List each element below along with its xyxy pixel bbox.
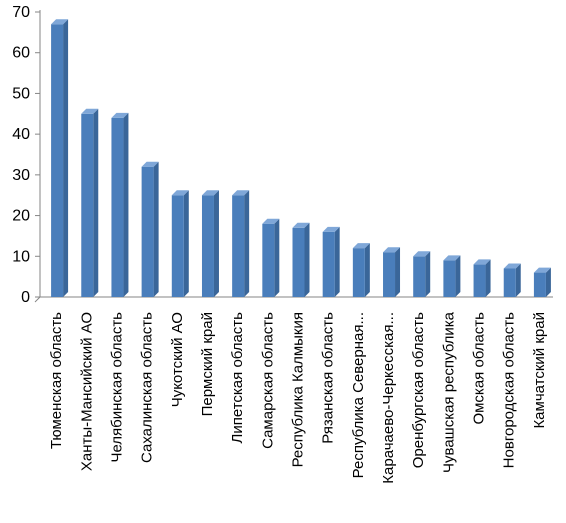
bar (141, 161, 159, 297)
bar (171, 190, 189, 297)
x-category-label: Оренбургская область (410, 312, 427, 468)
bar-side (425, 251, 431, 297)
bar-front (322, 231, 335, 297)
bar-top (111, 112, 129, 118)
x-category-label: Липетская область (229, 312, 246, 444)
bar (413, 251, 431, 297)
bar-top (171, 190, 189, 196)
x-category-label: Республика Калмыкия (290, 312, 307, 467)
bar-top (533, 267, 551, 273)
bar-front (201, 195, 214, 297)
bar (51, 19, 69, 297)
y-tick-label: 0 (21, 289, 30, 306)
bar-side (334, 226, 340, 297)
bar-front (292, 227, 305, 297)
bar-top (262, 218, 280, 224)
bar-top (383, 247, 401, 253)
bar-top (413, 251, 431, 257)
x-category-label: Ханты-Мансийский АО (78, 312, 95, 471)
bar-top (232, 190, 250, 196)
bar-side (63, 19, 69, 297)
bar-top (201, 190, 219, 196)
bar-side (395, 247, 401, 297)
bar-side (153, 161, 159, 297)
bar-side (545, 267, 551, 297)
x-category-label: Чувашская республика (440, 311, 457, 473)
y-tick-label: 70 (12, 4, 30, 21)
y-tick-label: 60 (12, 45, 30, 62)
bar-top (503, 263, 521, 269)
bar-front (141, 166, 154, 297)
x-category-label: Челябинская область (108, 312, 125, 463)
x-category-label: Новгородская область (501, 312, 518, 468)
bar (443, 255, 461, 297)
bar (201, 190, 219, 297)
bar-front (533, 272, 546, 297)
x-category-label: Республика Северная... (350, 312, 367, 478)
bar (473, 259, 491, 297)
bar-side (123, 112, 129, 297)
bar (262, 218, 280, 297)
x-category-label: Тюменская область (48, 312, 65, 449)
bar-side (515, 263, 521, 297)
bar-side (183, 190, 189, 297)
bar-side (364, 243, 370, 297)
x-category-label: Чукотский АО (169, 312, 186, 407)
bar-side (304, 222, 310, 297)
bar (383, 247, 401, 297)
y-tick-label: 10 (12, 248, 30, 265)
bar-front (51, 24, 64, 297)
bar (533, 267, 551, 297)
bar-top (443, 255, 461, 261)
bar (352, 243, 370, 297)
bar-side (93, 108, 99, 298)
bar-top (473, 259, 491, 265)
bar-side (274, 218, 280, 297)
bar (322, 226, 340, 297)
bar-front (352, 248, 365, 297)
bar-front (111, 117, 124, 297)
x-category-label: Карачаево-Черкесская... (380, 312, 397, 484)
x-category-label: Рязанская область (320, 312, 337, 444)
bars (51, 19, 551, 298)
x-category-label: Камчатский край (531, 312, 548, 429)
bar-front (503, 268, 516, 297)
bar-side (244, 190, 250, 297)
bar-top (81, 108, 99, 114)
bar-front (443, 260, 456, 297)
bar-top (51, 19, 69, 25)
bar-top (322, 226, 340, 232)
bar-side (455, 255, 461, 297)
x-category-label: Пермский край (199, 312, 216, 416)
bar (111, 112, 129, 297)
y-tick-label: 30 (12, 167, 30, 184)
bar (503, 263, 521, 297)
x-category-label: Самарская область (259, 312, 276, 449)
y-tick-label: 40 (12, 126, 30, 143)
x-category-label: Сахалинская область (139, 312, 156, 463)
y-tick-label: 50 (12, 85, 30, 102)
x-category-label: Омская область (471, 312, 488, 425)
bar-top (292, 222, 310, 228)
bar-side (485, 259, 491, 297)
bar-front (413, 256, 426, 297)
x-axis-category-labels: Тюменская область Ханты-Мансийский АО Челя… (48, 311, 548, 483)
bar-side (213, 190, 219, 297)
bar-top (352, 243, 370, 249)
bar (232, 190, 250, 297)
bar (81, 108, 99, 298)
y-tick-label: 20 (12, 208, 30, 225)
bar-front (262, 223, 275, 297)
bar (292, 222, 310, 297)
y-axis-tick-labels: 0 10 20 30 40 50 60 70 (12, 4, 30, 306)
bar-front (383, 252, 396, 297)
bar-top (141, 161, 159, 167)
bar-front (232, 195, 245, 297)
bar-front (81, 113, 94, 298)
bar-front (473, 264, 486, 297)
bar-front (171, 195, 184, 297)
x-axis-depth-line (34, 296, 41, 303)
